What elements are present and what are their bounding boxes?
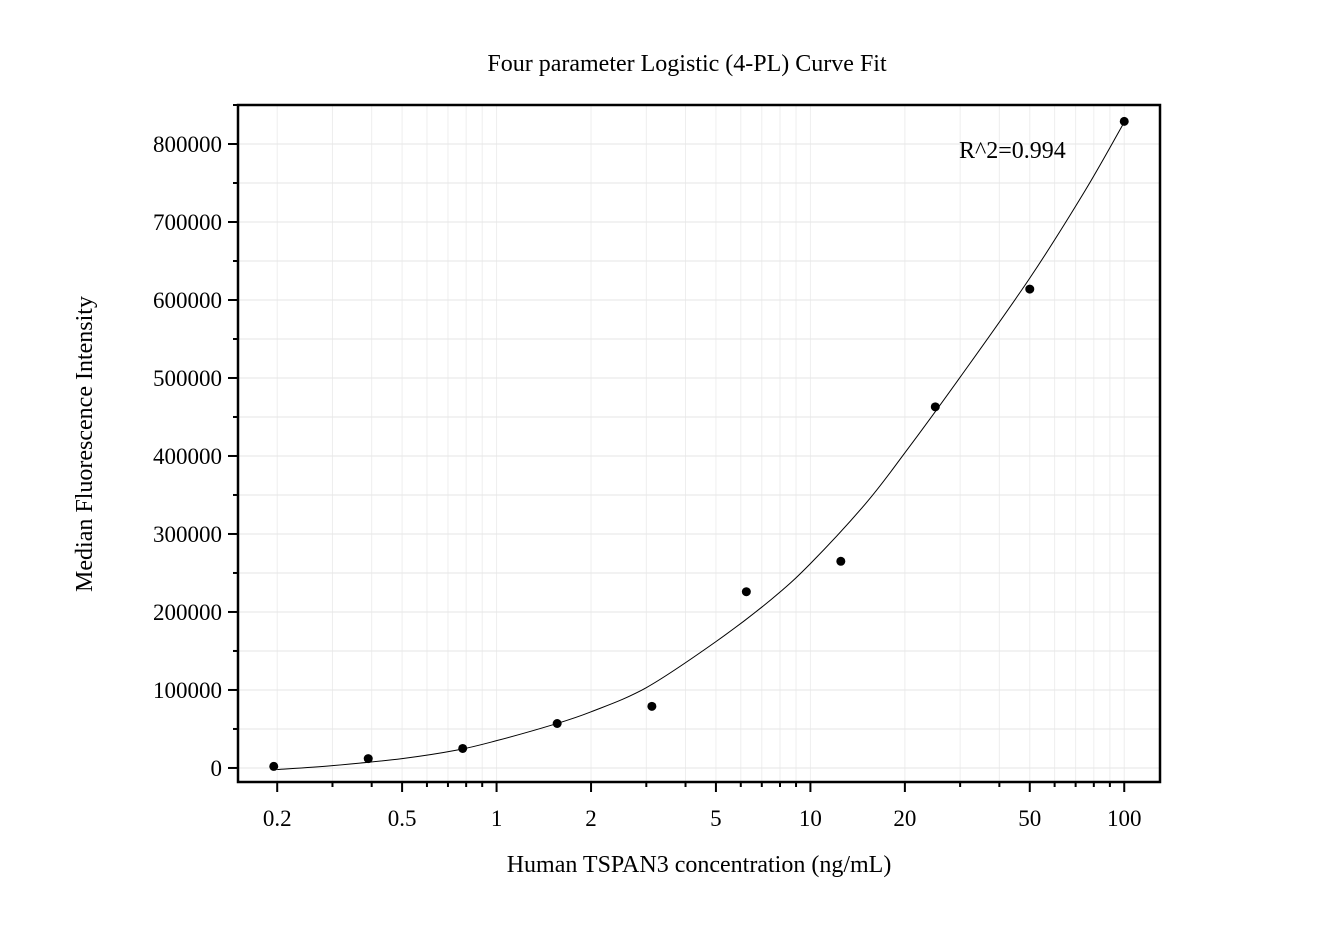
y-tick-label: 100000 (153, 678, 222, 703)
x-tick-label: 1 (491, 806, 503, 831)
data-point (552, 719, 562, 729)
y-tick-label: 700000 (153, 210, 222, 235)
data-point (930, 402, 940, 412)
x-tick-label: 5 (710, 806, 722, 831)
x-tick-label: 0.5 (388, 806, 417, 831)
y-tick-label: 800000 (153, 132, 222, 157)
grid (238, 104, 1160, 782)
x-tick-label: 0.2 (263, 806, 292, 831)
plot-frame (236, 103, 1162, 784)
data-point (269, 761, 279, 771)
x-tick-label: 10 (799, 806, 822, 831)
y-tick-label: 300000 (153, 522, 222, 547)
tick-labels: 0.2 0.5 1 2 5 10 20 50 100 0 100000 200000 300000 400… (153, 132, 1141, 831)
x-axis-title: Human TSPAN3 concentration (ng/mL) (507, 852, 892, 878)
data-point (741, 587, 751, 597)
x-tick-label: 2 (585, 806, 597, 831)
x-tick-label: 100 (1107, 806, 1142, 831)
axis-ticks (228, 104, 1126, 792)
data-point (1025, 284, 1035, 294)
fit-curve (277, 121, 1125, 771)
y-tick-label: 600000 (153, 288, 222, 313)
y-tick-label: 200000 (153, 600, 222, 625)
r-squared-annotation: R^2=0.994 (959, 138, 1066, 164)
data-point (458, 743, 468, 753)
data-points (269, 116, 1129, 771)
data-point (836, 556, 846, 566)
y-axis-title: Median Fluorescence Intensity (72, 296, 98, 592)
x-tick-label: 50 (1018, 806, 1041, 831)
x-tick-label: 20 (893, 806, 916, 831)
chart-title: Four parameter Logistic (4-PL) Curve Fit (487, 51, 887, 77)
data-point (647, 701, 657, 711)
fit-curve-layer (277, 121, 1125, 771)
y-tick-label: 500000 (153, 366, 222, 391)
y-tick-label: 0 (211, 756, 223, 781)
data-point (1119, 116, 1129, 126)
data-point (363, 754, 373, 764)
y-tick-label: 400000 (153, 444, 222, 469)
